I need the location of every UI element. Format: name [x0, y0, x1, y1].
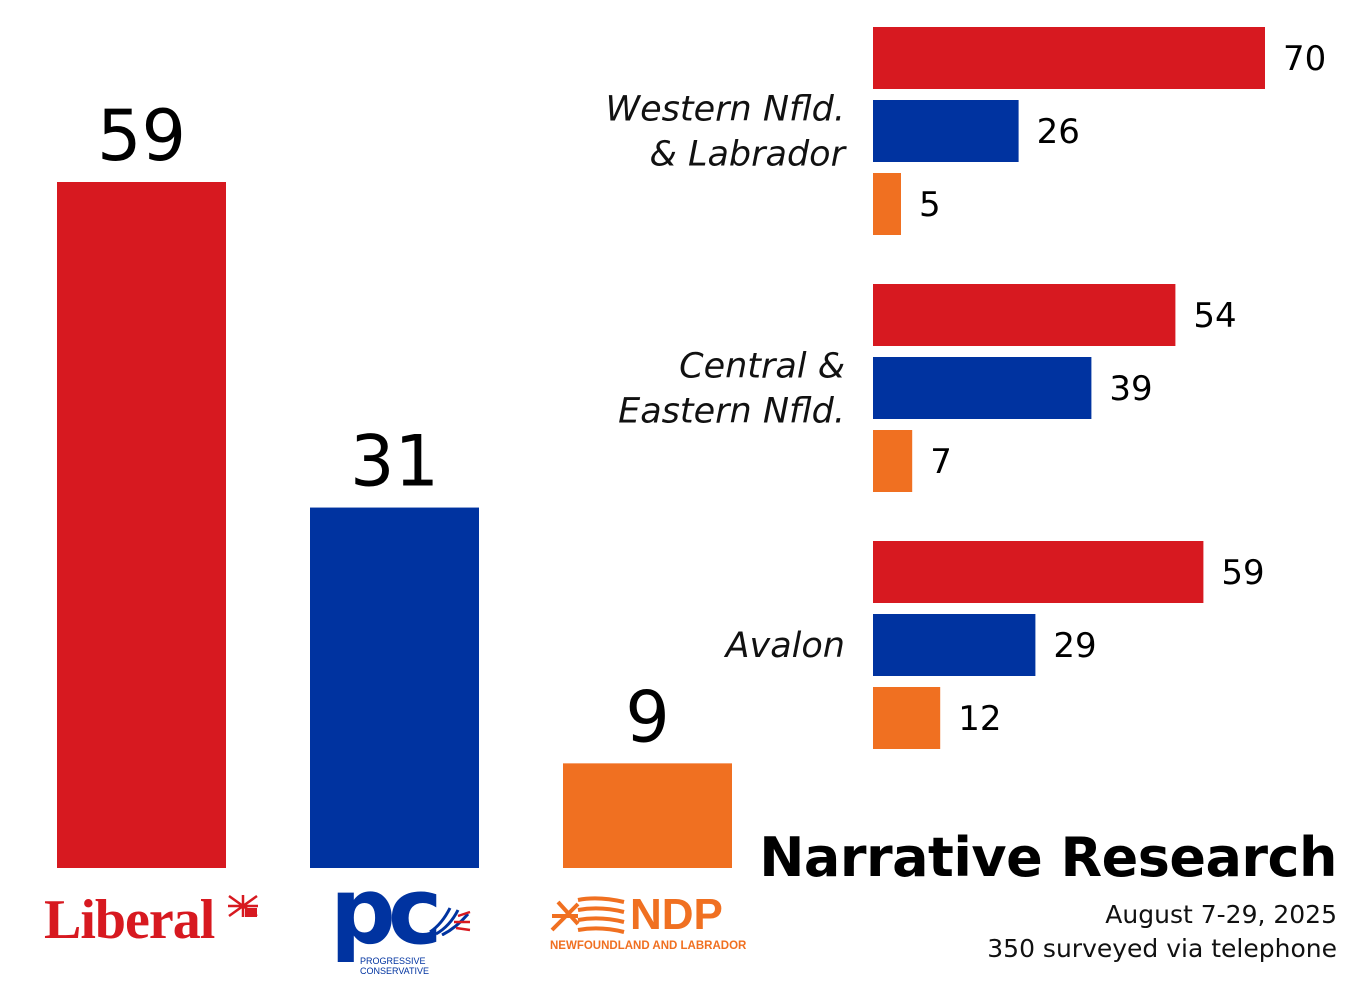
region-3-bar-pc	[873, 614, 1036, 676]
region-1-label-line-2: & Labrador	[650, 135, 848, 175]
region-3-bar-ndp	[873, 687, 941, 749]
region-3-value-pc: 29	[1053, 626, 1096, 666]
value-label-liberal: 59	[97, 95, 186, 177]
brand-title: Narrative Research	[759, 826, 1337, 889]
liberal-flag-icon	[227, 894, 260, 918]
region-1-value-ndp: 5	[919, 185, 941, 225]
bar-pc	[310, 507, 479, 868]
survey-dates: August 7-29, 2025	[1105, 900, 1337, 929]
pc-flag-icon	[429, 907, 471, 936]
region-2-value-ndp: 7	[930, 442, 952, 482]
liberal-logo-text: Liberal	[44, 889, 215, 951]
ndp-logo: NDP NEWFOUNDLAND AND LABRADOR	[548, 890, 758, 960]
survey-sample: 350 surveyed via telephone	[987, 934, 1337, 963]
region-3-label-line-1: Avalon	[724, 626, 845, 666]
liberal-logo: Liberal	[44, 888, 260, 952]
bar-liberal	[57, 182, 226, 868]
region-1-bar-liberal	[873, 27, 1265, 89]
regional-bar-chart: 70 26 5 Western Nfld. & Labrador 54 39 7 Central…	[606, 27, 1326, 749]
value-label-pc: 31	[350, 421, 439, 503]
region-2-bar-pc	[873, 357, 1092, 419]
pc-logo-subtitle: PROGRESSIVE CONSERVATIVE	[360, 956, 430, 976]
region-2-value-liberal: 54	[1193, 296, 1236, 336]
pc-logo-letters: pc	[330, 858, 442, 965]
region-2-label-line-2: Eastern Nfld.	[618, 392, 845, 432]
region-2-bar-liberal	[873, 284, 1176, 346]
pc-logo: pc PROGRESSIVE CONSERVATIVE	[330, 858, 480, 982]
region-1-value-pc: 26	[1037, 112, 1080, 152]
region-2-label-line-1: Central &	[679, 347, 845, 387]
region-1-label-line-1: Western Nfld.	[606, 90, 845, 130]
region-2-bar-ndp	[873, 430, 913, 492]
region-1-value-liberal: 70	[1283, 39, 1326, 79]
value-label-ndp: 9	[625, 676, 670, 758]
region-1-bar-pc	[873, 100, 1019, 162]
region-3-bar-liberal	[873, 541, 1204, 603]
ndp-logo-subtitle: NEWFOUNDLAND AND LABRADOR	[550, 940, 747, 952]
region-2-value-pc: 39	[1109, 369, 1152, 409]
bar-ndp	[563, 763, 732, 868]
ndp-logo-word: NDP	[630, 890, 723, 939]
region-3-value-ndp: 12	[958, 699, 1001, 739]
ndp-flag-icon	[550, 896, 625, 934]
region-1-bar-ndp	[873, 173, 901, 235]
main-bar-chart: 59 31 9	[57, 95, 732, 868]
region-3-value-liberal: 59	[1221, 553, 1264, 593]
